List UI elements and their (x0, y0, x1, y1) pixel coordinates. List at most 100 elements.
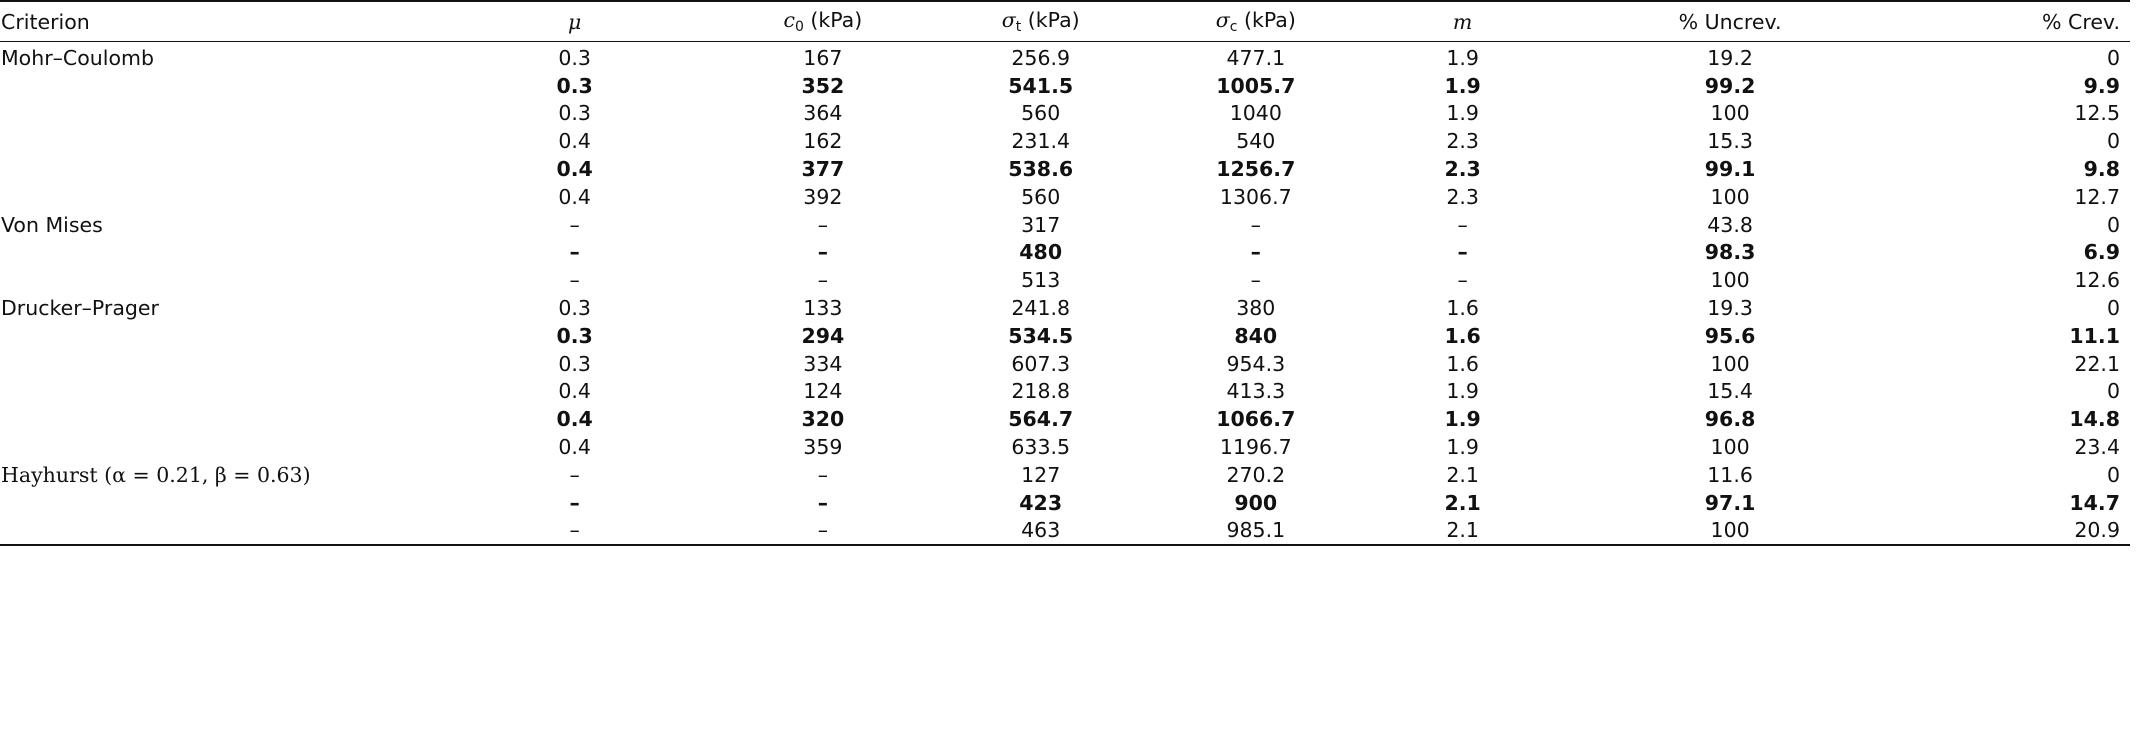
cell-mu: 0.3 (558, 101, 591, 126)
cell-mu: – (569, 212, 580, 237)
cell-sigma-t: 541.5 (1008, 73, 1074, 98)
cell-sigma-c: 1005.7 (1216, 73, 1296, 98)
cell-criterion (0, 489, 437, 517)
cell-m: 1.6 (1446, 351, 1479, 376)
cell-sigma-t: 241.8 (1011, 296, 1071, 321)
header-row: Criterion μ c0 (kPa) σt (kPa) σc (kPa) m… (0, 1, 2130, 42)
cell-sigma-t: 538.6 (1008, 157, 1074, 182)
cell-uncrev: 19.2 (1707, 45, 1753, 70)
cell-uncrev: 95.6 (1704, 323, 1756, 348)
cell-m: 1.6 (1444, 323, 1481, 348)
cell-mu: 0.4 (556, 407, 593, 432)
cell-m: 2.1 (1446, 518, 1479, 543)
header-c0: c0 (kPa) (712, 1, 934, 42)
header-m-symbol: m (1452, 9, 1473, 34)
header-mu: μ (436, 1, 713, 42)
cell-sigma-c: 840 (1234, 323, 1278, 348)
cell-mu: 0.4 (558, 379, 591, 404)
cell-c0: – (817, 518, 828, 543)
header-sigma-c-unit: (kPa) (1237, 8, 1296, 32)
cell-sigma-t: 463 (1021, 518, 1061, 543)
cell-c0: 392 (803, 184, 843, 209)
cell-mu: 0.3 (558, 296, 591, 321)
cell-mu: 0.3 (558, 45, 591, 70)
cell-sigma-c: 380 (1236, 296, 1276, 321)
cell-uncrev: 43.8 (1707, 212, 1753, 237)
header-sigma-c-symbol: σ (1215, 8, 1230, 32)
cell-uncrev: 98.3 (1704, 240, 1756, 265)
header-sigma-c: σc (kPa) (1148, 1, 1364, 42)
table-row: – – 480 – – 98.3 6.9 (0, 239, 2130, 267)
cell-criterion (0, 350, 437, 378)
cell-crev: 23.4 (2074, 435, 2120, 460)
cell-sigma-t: 231.4 (1011, 129, 1071, 154)
cell-sigma-c: 413.3 (1226, 379, 1286, 404)
header-c0-subscript: 0 (794, 19, 804, 35)
cell-mu: 0.3 (556, 73, 593, 98)
cell-c0: 334 (803, 351, 843, 376)
cell-crev: 14.8 (2069, 407, 2120, 432)
cell-sigma-t: 423 (1019, 490, 1063, 515)
cell-crev: 11.1 (2069, 323, 2120, 348)
table-row: 0.4 392 560 1306.7 2.3 100 12.7 (0, 183, 2130, 211)
cell-criterion: Von Mises (1, 212, 103, 237)
cell-c0: – (817, 490, 828, 515)
table-row: – – 513 – – 100 12.6 (0, 266, 2130, 294)
cell-uncrev: 97.1 (1704, 490, 1756, 515)
cell-uncrev: 100 (1710, 184, 1750, 209)
table-row: – – 463 985.1 2.1 100 20.9 (0, 517, 2130, 546)
cell-mu: 0.4 (558, 435, 591, 460)
table-row: 0.3 294 534.5 840 1.6 95.6 11.1 (0, 322, 2130, 350)
cell-criterion (0, 322, 437, 350)
cell-mu: 0.3 (556, 323, 593, 348)
cell-m: 1.9 (1446, 101, 1479, 126)
cell-uncrev: 100 (1710, 518, 1750, 543)
cell-c0: 124 (803, 379, 843, 404)
header-sigma-t-subscript: t (1015, 19, 1022, 35)
header-criterion: Criterion (0, 1, 437, 42)
cell-uncrev: 96.8 (1704, 407, 1756, 432)
cell-sigma-c: 1066.7 (1216, 407, 1296, 432)
header-m: m (1363, 1, 1562, 42)
header-c0-unit: (kPa) (803, 8, 863, 32)
cell-uncrev: 99.2 (1704, 73, 1756, 98)
cell-uncrev: 19.3 (1707, 296, 1753, 321)
cell-crev: 22.1 (2074, 351, 2120, 376)
cell-sigma-t: 607.3 (1011, 351, 1071, 376)
table-row: Hayhurst (α = 0.21, β = 0.63) – – 127 270.2 2… (0, 461, 2130, 489)
cell-sigma-t: 564.7 (1008, 407, 1074, 432)
cell-m: 2.3 (1446, 184, 1479, 209)
cell-crev: 20.9 (2074, 518, 2120, 543)
cell-sigma-c: 1306.7 (1219, 184, 1292, 209)
cell-criterion (0, 183, 437, 211)
cell-uncrev: 100 (1710, 268, 1750, 293)
table-row: 0.3 364 560 1040 1.9 100 12.5 (0, 100, 2130, 128)
cell-mu: – (569, 268, 580, 293)
cell-crev: 0 (2106, 379, 2120, 404)
cell-c0: 352 (801, 73, 845, 98)
table-row: 0.4 359 633.5 1196.7 1.9 100 23.4 (0, 433, 2130, 461)
cell-mu: – (569, 518, 580, 543)
cell-criterion (0, 266, 437, 294)
cell-uncrev: 11.6 (1707, 462, 1753, 487)
cell-c0: 364 (803, 101, 843, 126)
cell-c0: 167 (803, 45, 843, 70)
header-sigma-c-subscript: c (1229, 19, 1238, 35)
cell-crev: 12.7 (2074, 184, 2120, 209)
cell-sigma-c: 477.1 (1226, 45, 1286, 70)
cell-m: 2.3 (1444, 157, 1481, 182)
cell-sigma-c: 900 (1234, 490, 1278, 515)
table-row: Drucker–Prager 0.3 133 241.8 380 1.6 19.3 0 (0, 294, 2130, 322)
header-c0-symbol: c (783, 8, 795, 32)
cell-c0: – (817, 462, 828, 487)
cell-sigma-t: 513 (1021, 268, 1061, 293)
table-row: 0.4 124 218.8 413.3 1.9 15.4 0 (0, 378, 2130, 406)
cell-m: 1.6 (1446, 296, 1479, 321)
cell-sigma-c: – (1250, 240, 1261, 265)
cell-criterion (0, 239, 437, 267)
cell-sigma-t: 534.5 (1008, 323, 1074, 348)
cell-m: 1.9 (1446, 435, 1479, 460)
cell-uncrev: 15.4 (1707, 379, 1753, 404)
header-sigma-t: σt (kPa) (933, 1, 1149, 42)
cell-sigma-c: 954.3 (1226, 351, 1286, 376)
